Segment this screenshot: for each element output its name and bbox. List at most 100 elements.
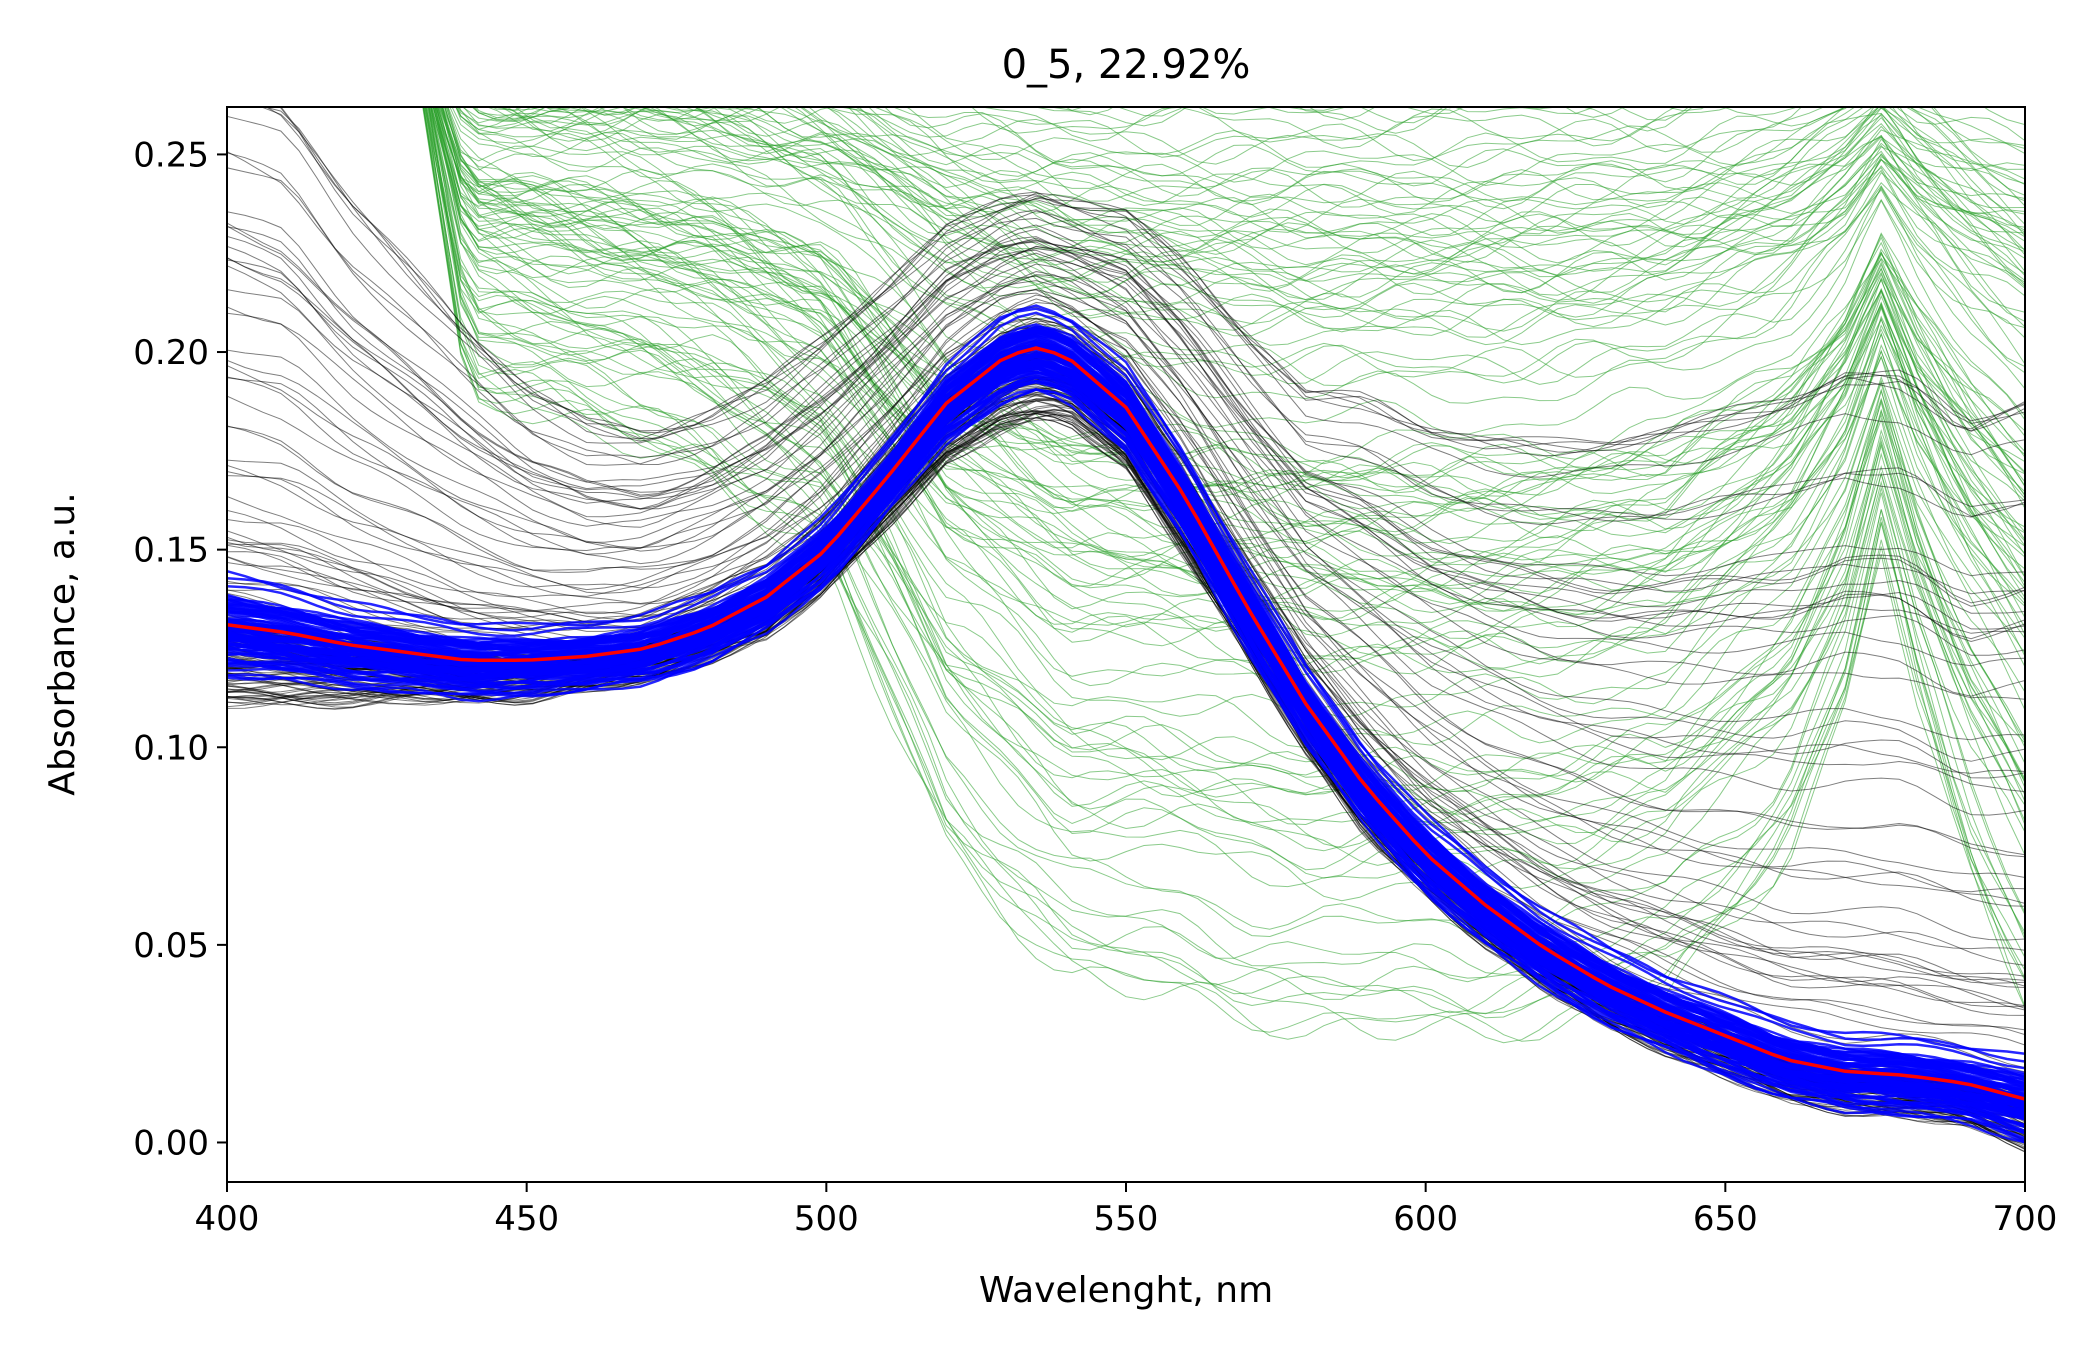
x-tick-label: 500 [794, 1199, 859, 1239]
y-tick-label: 0.15 [133, 531, 209, 571]
outlier-spectrum-line [423, 107, 2025, 948]
outlier-spectrum-line [438, 107, 2025, 657]
spread-spectrum-line [227, 211, 2025, 577]
outlier-spectrum-line [455, 107, 2025, 378]
spread-spectrum-line [227, 151, 2025, 522]
outlier-spectrum-line [858, 107, 2025, 210]
outlier-spectrum-line [867, 107, 2025, 202]
outlier-spectrum-line [491, 107, 2025, 250]
spread-spectrum-line [227, 222, 2025, 604]
outlier-spectrum-line [437, 107, 2025, 593]
spread-spectrum-line [227, 274, 2025, 762]
outlier-spectrum-line [506, 107, 2025, 321]
core-spectrum-line [227, 379, 2025, 1140]
x-axis: 400 450 500 550 600 650 700 [195, 1182, 2057, 1239]
spread-spectrum-line [227, 258, 2025, 697]
spread-spectrum-line [227, 301, 2025, 893]
outlier-spectrum-line [433, 107, 2025, 612]
spread-spectrum-line [278, 107, 2025, 450]
outlier-spectrum-line [527, 107, 2025, 266]
core-spectrum-line [227, 344, 2025, 1097]
outlier-spectrum-line [432, 107, 2025, 567]
x-tick-label: 600 [1393, 1199, 1458, 1239]
outlier-spectrum-line [429, 107, 2025, 792]
spread-spectrum-line [227, 334, 2025, 1016]
outlier-spectrum-line [431, 107, 2025, 594]
outlier-spectrum-line [441, 107, 2025, 512]
spread-spectrum-line [227, 317, 2025, 941]
outlier-spectrum-line [905, 107, 2025, 169]
outlier-spectrum-line [422, 107, 2025, 1014]
outlier-spectrum-line [441, 107, 2025, 606]
y-tick-label: 0.25 [133, 135, 209, 175]
spread-spectrum-line [227, 245, 2025, 667]
outlier-spectrum-line [428, 107, 2025, 902]
outlier-spectrum-line [853, 107, 2025, 203]
spread-spectrum-line [227, 225, 2025, 607]
outlier-spectrum-line [549, 107, 2025, 295]
spread-spectrum-line [227, 235, 2025, 614]
outlier-spectrum-line [437, 107, 2025, 545]
outlier-spectrum-line [425, 107, 2025, 815]
outlier-spectrum-line [436, 107, 2025, 590]
core-spectrum-line [227, 307, 2025, 1056]
y-axis: 0.00 0.05 0.10 0.15 0.20 0.25 [133, 135, 227, 1163]
spread-spectrum-line [227, 275, 2025, 793]
y-axis-label: Absorbance, a.u. [42, 492, 83, 795]
core-spectrum-line [227, 360, 2025, 1109]
outlier-spectrum-line [1034, 107, 1694, 134]
outlier-spectrum-line [439, 107, 2025, 558]
outlier-spectrum-line [597, 107, 2025, 263]
outlier-spectrum-line [544, 107, 2025, 239]
core-spectrum-line [227, 376, 2025, 1135]
core-spectrum-line [227, 367, 2025, 1115]
y-tick-label: 0.00 [133, 1123, 209, 1163]
outlier-spectrum-line [433, 107, 2025, 669]
outlier-spectrum-line [442, 107, 2025, 404]
outlier-spectrum-line [428, 107, 2025, 826]
y-tick-label: 0.20 [133, 333, 209, 373]
core-spectrum-line [227, 379, 2025, 1127]
outlier-spectrum-line [422, 107, 2025, 941]
outlier-spectrum-line [432, 107, 2025, 649]
spread-spectrum-line [227, 152, 2025, 516]
outlier-spectrum-line [891, 107, 2025, 168]
outlier-spectrum-line [442, 107, 2025, 527]
outlier-spectrum-line [424, 107, 2025, 1041]
mean-spectrum-line [227, 346, 2025, 1101]
mean-line-group [227, 346, 2025, 1101]
outlier-spectrum-line [823, 107, 2025, 215]
core-spectrum-line [227, 372, 2025, 1132]
spread-spectrum-line [227, 280, 2025, 779]
core-spectrum-line [227, 329, 2025, 1086]
outlier-lines [422, 107, 2025, 1044]
outlier-spectrum-line [437, 107, 2025, 543]
spread-spectrum-line [265, 107, 2025, 452]
core-spectrum-line [227, 311, 2025, 1070]
outlier-spectrum-line [449, 107, 2025, 385]
core-spectrum-line [227, 330, 2025, 1078]
outlier-spectrum-line [425, 107, 2025, 826]
core-spectrum-line [227, 346, 2025, 1105]
y-tick-label: 0.05 [133, 926, 209, 966]
outlier-spectrum-line [423, 107, 2025, 983]
x-axis-label: Wavelenght, nm [979, 1270, 1273, 1311]
outlier-spectrum-line [426, 107, 2025, 890]
spread-spectrum-line [227, 294, 2025, 878]
outlier-spectrum-line [873, 107, 2025, 187]
y-tick-label: 0.10 [133, 728, 209, 768]
outlier-spectrum-line [477, 107, 2025, 336]
outlier-spectrum-line [1116, 107, 1690, 124]
spread-spectrum-line [227, 226, 2025, 595]
spread-spectrum-line [262, 107, 2025, 457]
outlier-spectrum-line [430, 107, 2025, 849]
spread-spectrum-line [227, 115, 2025, 478]
x-tick-label: 400 [195, 1199, 260, 1239]
outlier-spectrum-line [440, 107, 2025, 537]
plot-area [227, 107, 2025, 1153]
x-tick-label: 450 [494, 1199, 559, 1239]
outlier-spectrum-line [430, 107, 2025, 749]
outlier-spectrum-line [579, 107, 2025, 249]
spread-spectrum-line [227, 409, 2025, 1137]
